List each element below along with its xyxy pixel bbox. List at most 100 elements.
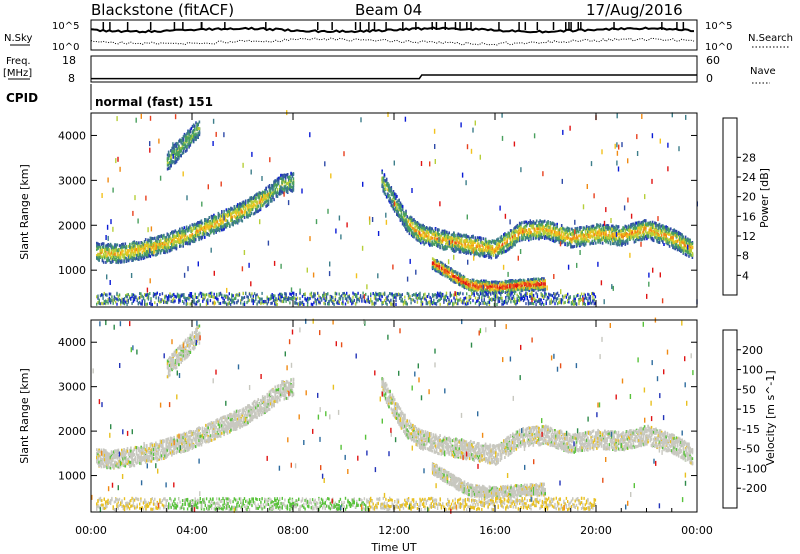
power-cell <box>193 234 196 237</box>
power-cell <box>410 225 413 229</box>
power-cell <box>447 274 450 278</box>
power-cell <box>240 203 242 206</box>
power-cell <box>118 253 121 257</box>
power-cell <box>529 231 531 234</box>
power-cell <box>407 226 410 230</box>
power-cell <box>174 152 177 156</box>
power-cell <box>672 229 674 232</box>
power-cell <box>646 223 648 227</box>
power-cell <box>168 239 171 243</box>
power-cell <box>584 235 587 239</box>
power-cell <box>108 258 111 262</box>
power-cell <box>441 236 444 240</box>
power-cell <box>683 248 686 252</box>
power-cell <box>407 219 410 223</box>
power-cell <box>602 236 605 240</box>
power-cell <box>99 245 102 249</box>
power-cell <box>566 229 569 233</box>
power-cell <box>589 227 591 231</box>
power-cell <box>169 246 172 249</box>
power-cell <box>682 246 685 250</box>
power-cell <box>507 231 510 235</box>
power-cell <box>674 247 677 251</box>
power-cell <box>651 230 654 234</box>
power-cell <box>585 232 588 236</box>
power-cell <box>626 239 629 243</box>
power-cell <box>526 236 529 240</box>
power-cell <box>672 244 674 248</box>
power-cell <box>639 222 641 226</box>
power-cell <box>258 199 261 203</box>
power-cell <box>400 216 403 219</box>
power-cell <box>292 177 295 181</box>
power-cell <box>276 178 279 182</box>
power-cell <box>471 278 474 282</box>
power-cell <box>487 280 490 284</box>
power-cell <box>472 235 474 238</box>
power-cell <box>249 204 251 208</box>
power-cell <box>483 248 486 252</box>
power-cell <box>285 188 288 192</box>
power-cell <box>442 247 445 251</box>
power-cell <box>177 151 179 155</box>
power-cell <box>488 250 490 254</box>
power-cell <box>621 229 623 233</box>
power-cell <box>465 234 468 238</box>
power-cell <box>209 227 212 231</box>
power-cell <box>645 221 647 225</box>
power-cell <box>453 280 456 284</box>
power-cell <box>656 223 658 227</box>
power-cell <box>654 228 656 232</box>
power-cell <box>137 250 139 254</box>
power-cell <box>679 249 681 252</box>
power-cell <box>658 225 661 229</box>
power-cell <box>192 225 195 229</box>
power-cell <box>496 246 498 249</box>
power-cell <box>247 201 249 204</box>
power-cell <box>164 236 166 240</box>
power-cell <box>256 207 258 211</box>
power-cell <box>472 283 475 287</box>
power-cell <box>497 290 500 294</box>
power-cell <box>515 225 518 229</box>
power-cell <box>458 275 460 279</box>
power-cell <box>146 241 148 245</box>
power-cell <box>189 141 192 145</box>
power-cell <box>151 237 154 240</box>
power-cell <box>537 234 539 238</box>
power-cell <box>258 191 261 195</box>
power-cell <box>438 241 440 245</box>
power-cell <box>221 225 223 229</box>
power-cell <box>675 235 678 239</box>
power-cell <box>271 194 273 197</box>
power-cell <box>391 191 394 195</box>
power-cell <box>432 242 435 246</box>
power-cell <box>273 191 275 195</box>
power-cell <box>197 221 199 225</box>
power-cell <box>439 240 441 244</box>
power-cell <box>659 236 662 240</box>
power-cell <box>614 230 616 233</box>
power-cell <box>392 202 395 206</box>
power-cell <box>462 276 465 280</box>
power-cell <box>629 225 631 229</box>
power-cell <box>452 274 454 277</box>
power-cell <box>210 215 213 218</box>
power-cell <box>186 148 188 152</box>
power-cell <box>280 185 282 189</box>
power-cell <box>431 232 433 236</box>
power-cell <box>498 240 500 244</box>
power-cell <box>188 237 190 241</box>
power-cell <box>593 236 596 240</box>
freq-label: Freq. <box>6 56 31 67</box>
power-cell <box>670 227 672 231</box>
power-cell <box>574 237 577 241</box>
power-cell <box>493 241 496 245</box>
power-cell <box>441 272 443 276</box>
power-cell <box>96 247 98 251</box>
power-cell <box>432 229 435 233</box>
power-cell <box>285 190 288 194</box>
power-cell <box>183 143 186 147</box>
power-cell <box>163 243 165 247</box>
power-cell <box>167 154 170 158</box>
